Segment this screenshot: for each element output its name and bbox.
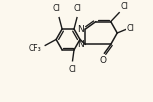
Text: O: O [99,55,106,65]
Text: Cl: Cl [73,4,81,13]
Text: N: N [77,24,84,34]
Text: Cl: Cl [68,65,76,74]
Text: N: N [77,40,84,49]
Text: Cl: Cl [53,4,61,13]
Text: CF₃: CF₃ [29,44,42,53]
Text: Cl: Cl [121,2,129,11]
Text: Cl: Cl [127,24,134,33]
